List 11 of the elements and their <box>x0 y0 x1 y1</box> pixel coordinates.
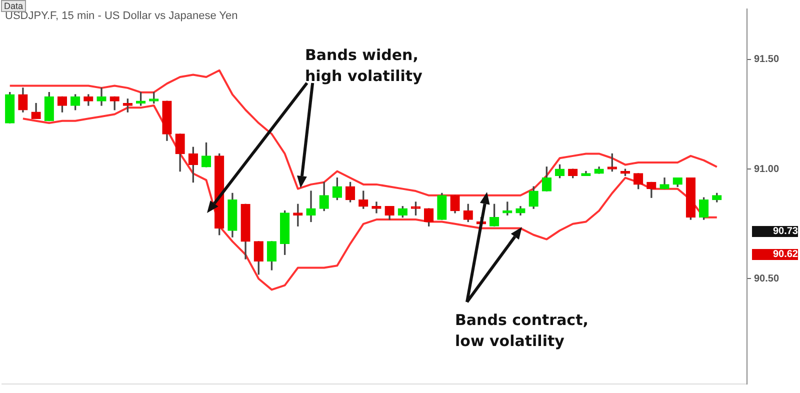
annotation: Data <box>1 0 26 12</box>
y-tick-label: 91.50 <box>754 54 780 66</box>
candlestick <box>372 202 382 214</box>
chart-title: USDJPY.F, 15 min - US Dollar vs Japanese Yen <box>5 10 238 22</box>
text: 90.73 <box>752 226 798 237</box>
y-tick-label: 90.50 <box>754 273 780 284</box>
annotation: Bands widen, high volatility <box>305 45 424 87</box>
annotation: Bands contract, low volatility <box>455 310 590 352</box>
candlestick <box>306 190 316 222</box>
y-tick-label: 91.00 <box>754 164 780 175</box>
text: 90.62 <box>752 249 798 260</box>
